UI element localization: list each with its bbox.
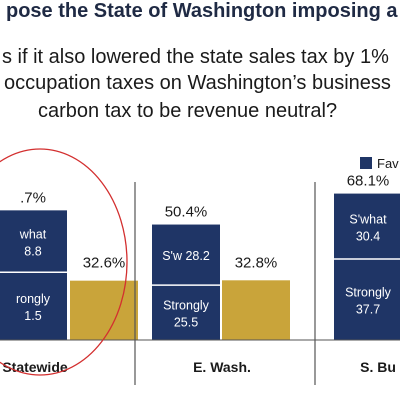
oppose-label: 32.6% [83, 255, 126, 272]
highlight-circle [0, 148, 128, 376]
favor-bar [152, 224, 220, 340]
somewhat-value: 8.8 [24, 244, 41, 258]
favor-total-label: 68.1% [347, 173, 390, 190]
favor-bar [0, 210, 67, 340]
somewhat-label: S'w 28.2 [162, 249, 210, 263]
title-line-4: carbon tax to be revenue neutral? [38, 100, 338, 122]
favor-total-label: 50.4% [165, 204, 208, 221]
somewhat-label: S'what [349, 212, 387, 226]
somewhat-label: what [19, 227, 47, 241]
oppose-bar [70, 280, 138, 340]
strongly-value: 1.5 [24, 309, 41, 323]
oppose-label: 32.8% [235, 254, 278, 271]
oppose-bar [222, 280, 290, 340]
favor-bar [334, 193, 400, 340]
somewhat-value: 30.4 [356, 229, 380, 243]
category-label: S. Bu [360, 359, 396, 375]
strongly-label: Strongly [163, 299, 210, 313]
strongly-label: Strongly [345, 285, 392, 299]
title-line-2: s if it also lowered the state sales tax… [2, 46, 389, 68]
favor-total-label: .7% [20, 189, 46, 206]
strongly-value: 25.5 [174, 316, 198, 330]
title-line-3: occupation taxes on Washington’s busines… [4, 72, 391, 94]
title-line-1: pose the State of Washington imposing a … [6, 0, 400, 22]
legend-favor-swatch [360, 157, 372, 169]
legend-favor-label: Fav [377, 156, 399, 171]
strongly-label: rongly [16, 292, 51, 306]
strongly-value: 37.7 [356, 302, 380, 316]
category-label: E. Wash. [193, 359, 251, 375]
